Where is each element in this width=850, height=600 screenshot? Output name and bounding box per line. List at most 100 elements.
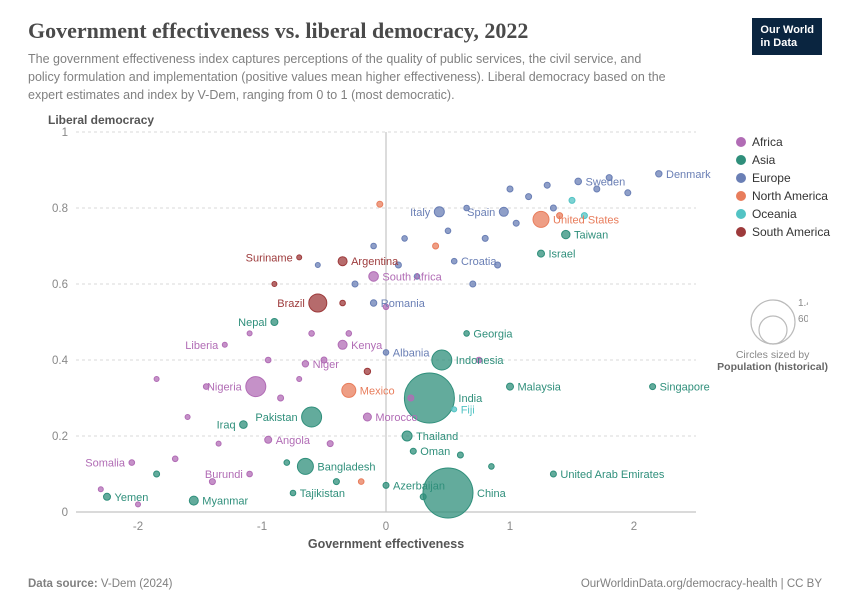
point-label: Croatia: [461, 256, 497, 268]
point-label: Kenya: [351, 340, 383, 352]
point-label: Somalia: [85, 458, 126, 470]
data-point[interactable]: [383, 482, 389, 488]
data-point[interactable]: [489, 464, 495, 470]
data-point[interactable]: [309, 331, 315, 337]
point-label: Bangladesh: [317, 461, 375, 473]
data-point[interactable]: [290, 490, 296, 496]
data-point[interactable]: [507, 186, 513, 192]
data-point[interactable]: [650, 384, 656, 390]
data-point[interactable]: [340, 300, 346, 306]
data-point[interactable]: [656, 171, 662, 177]
data-point[interactable]: [297, 255, 302, 260]
point-label: Brazil: [277, 298, 305, 310]
data-point[interactable]: [278, 395, 284, 401]
data-point[interactable]: [402, 431, 412, 441]
data-point[interactable]: [550, 205, 556, 211]
data-point[interactable]: [410, 448, 416, 454]
point-label: Oman: [420, 446, 450, 458]
data-point[interactable]: [432, 350, 452, 370]
data-point[interactable]: [342, 383, 356, 397]
data-point[interactable]: [154, 377, 159, 382]
data-point[interactable]: [297, 377, 302, 382]
data-point[interactable]: [265, 357, 271, 363]
data-point[interactable]: [575, 178, 582, 185]
data-point[interactable]: [363, 413, 371, 421]
svg-text:1: 1: [507, 521, 513, 533]
data-point[interactable]: [507, 383, 514, 390]
data-point[interactable]: [346, 331, 352, 337]
data-point[interactable]: [482, 235, 488, 241]
data-point[interactable]: [364, 368, 370, 374]
data-point[interactable]: [464, 331, 470, 337]
data-point[interactable]: [533, 211, 549, 227]
data-point[interactable]: [154, 471, 160, 477]
data-point[interactable]: [247, 331, 252, 336]
data-point[interactable]: [247, 471, 253, 477]
data-point[interactable]: [423, 468, 473, 518]
data-point[interactable]: [216, 441, 221, 446]
data-point[interactable]: [383, 350, 389, 356]
svg-text:1: 1: [62, 127, 68, 139]
point-label: Taiwan: [574, 230, 608, 242]
legend-label: Oceania: [752, 207, 797, 221]
data-point[interactable]: [452, 407, 457, 412]
data-point[interactable]: [513, 220, 519, 226]
data-point[interactable]: [625, 190, 631, 196]
legend-item[interactable]: North America: [736, 189, 830, 203]
data-point[interactable]: [185, 415, 190, 420]
data-point[interactable]: [402, 236, 408, 242]
data-point[interactable]: [284, 460, 290, 466]
data-point[interactable]: [297, 458, 313, 474]
data-point[interactable]: [98, 487, 103, 492]
data-point[interactable]: [538, 250, 545, 257]
data-point[interactable]: [569, 197, 575, 203]
data-point[interactable]: [434, 207, 444, 217]
legend-item[interactable]: Oceania: [736, 207, 830, 221]
data-point[interactable]: [338, 340, 347, 349]
data-point[interactable]: [369, 272, 379, 282]
data-point[interactable]: [451, 258, 457, 264]
data-point[interactable]: [445, 228, 451, 234]
data-point[interactable]: [408, 395, 414, 401]
data-point[interactable]: [104, 493, 111, 500]
logo-line1: Our World: [760, 24, 814, 36]
point-label: Mexico: [360, 385, 395, 397]
data-point[interactable]: [562, 230, 570, 238]
legend-item[interactable]: South America: [736, 225, 830, 239]
data-point[interactable]: [420, 494, 426, 500]
data-point[interactable]: [240, 421, 248, 429]
data-point[interactable]: [358, 479, 364, 485]
data-point[interactable]: [544, 182, 550, 188]
data-point[interactable]: [315, 263, 320, 268]
legend-item[interactable]: Europe: [736, 171, 830, 185]
legend-swatch: [736, 173, 746, 183]
legend-item[interactable]: Asia: [736, 153, 830, 167]
data-point[interactable]: [550, 471, 556, 477]
data-point[interactable]: [370, 300, 376, 306]
data-point[interactable]: [457, 452, 463, 458]
data-point[interactable]: [327, 441, 333, 447]
data-point[interactable]: [470, 281, 476, 287]
data-point[interactable]: [129, 460, 135, 466]
chart[interactable]: 00.20.40.60.81-2-1012Liberal democracyGo…: [28, 108, 822, 548]
legend-label: Europe: [752, 171, 791, 185]
data-point[interactable]: [526, 194, 532, 200]
data-point[interactable]: [371, 243, 377, 249]
data-point[interactable]: [172, 456, 178, 462]
data-point[interactable]: [433, 243, 439, 249]
data-point[interactable]: [352, 281, 358, 287]
data-point[interactable]: [265, 436, 272, 443]
data-point[interactable]: [333, 479, 339, 485]
legend-item[interactable]: Africa: [736, 135, 830, 149]
data-point[interactable]: [271, 319, 278, 326]
data-point[interactable]: [222, 342, 227, 347]
data-point[interactable]: [189, 496, 198, 505]
data-point[interactable]: [499, 207, 508, 216]
data-point[interactable]: [338, 257, 347, 266]
data-point[interactable]: [272, 282, 277, 287]
data-point[interactable]: [246, 377, 266, 397]
data-point[interactable]: [302, 407, 322, 427]
data-point[interactable]: [377, 201, 383, 207]
data-point[interactable]: [309, 294, 327, 312]
data-point[interactable]: [302, 361, 308, 367]
